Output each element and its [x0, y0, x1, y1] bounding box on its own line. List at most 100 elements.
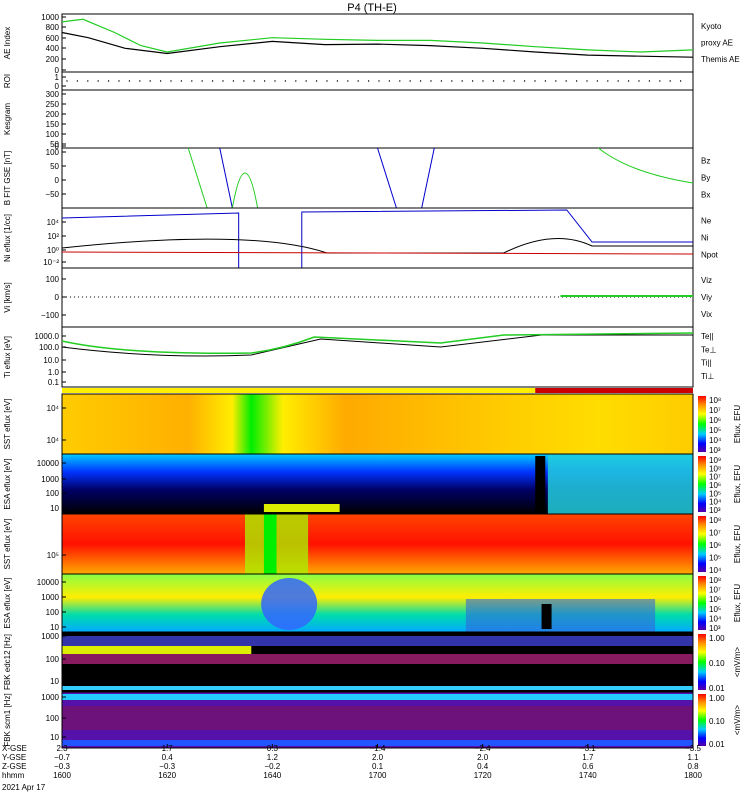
panel-frame [61, 71, 694, 91]
time-tick-label: 1600 [53, 771, 71, 780]
panel-frame [61, 13, 694, 73]
colorbar-tick: 10⁷ [709, 529, 721, 538]
ytick-label: 100 [46, 148, 60, 157]
legend-vi-0: Viz [701, 276, 712, 285]
roi-dot [263, 80, 266, 82]
roi-dot [66, 80, 68, 82]
fbk-e-band4 [62, 686, 693, 690]
roi-dot [679, 80, 682, 82]
legend-ti-2: Ti|| [701, 359, 712, 368]
panel-ylabel: SST eflux [eV] [3, 519, 12, 570]
ti-ti [61, 332, 694, 354]
date-label: 2021 Apr 17 [2, 783, 46, 792]
roi-dot [534, 80, 536, 82]
ytick-label: −100 [41, 311, 60, 320]
fbk-e-band1 [62, 636, 693, 646]
panel-ylabel: FBK scm1 [Hz] [3, 693, 12, 746]
roi-dot [336, 80, 339, 82]
colorbar-tick: 10⁸ [709, 516, 721, 525]
colorbar-tick: 10³ [709, 506, 721, 515]
panel-frame [61, 89, 694, 149]
ytick-label: 10⁴ [47, 404, 60, 413]
plot-title: P4 (TH-E) [347, 2, 397, 14]
colorbar-tick: 10⁶ [709, 541, 721, 550]
orbit-value: 0.1 [372, 762, 384, 771]
colorbar-tick: 1.00 [709, 634, 725, 643]
colorbar-tick: 10³ [709, 446, 721, 455]
colorbar [698, 396, 706, 452]
roi-dot [326, 80, 328, 82]
ytick-label: 100 [46, 655, 60, 664]
legend-ae-1: proxy AE [701, 38, 733, 47]
colorbar [698, 456, 706, 512]
roi-dot [378, 80, 380, 82]
time-tick-label: 1720 [474, 771, 492, 780]
orbit-value: −0.7 [54, 753, 70, 762]
roi-dot [128, 80, 131, 82]
sst-i-spectrogram [62, 514, 693, 574]
panel-fbk_e: FBK edc12 [Hz] 1000 100 10 1.00 0.10 0.01 <mV/m… [3, 631, 742, 693]
colorbar-tick: 10⁹ [709, 456, 721, 465]
ytick-label: 10² [47, 232, 59, 241]
roi-dot [523, 80, 526, 82]
bfit-trace-4 [377, 147, 435, 209]
roi-dot [471, 80, 474, 82]
orbit-value: 1.7 [162, 744, 174, 753]
ytick-label: 100 [46, 608, 60, 617]
panel-roi: ROI 10 [3, 71, 694, 91]
roi-dot [503, 80, 505, 82]
roi-dot [305, 80, 307, 82]
ytick-label: 10 [50, 623, 59, 632]
roi-dot [513, 80, 515, 82]
fbk-b-band3 [62, 740, 693, 746]
legend-ni-2: Npot [701, 251, 719, 260]
legend-ni-1: Ni [701, 234, 709, 243]
orbit-value: 0.3 [267, 744, 279, 753]
roi-dot [253, 80, 255, 82]
colorbar-tick: 1.00 [709, 694, 725, 703]
roi-dot [482, 80, 484, 82]
legend-ae-2: Themis AE [701, 55, 740, 64]
colorbar-tick: 10⁸ [709, 396, 721, 405]
time-tick-label: 1640 [263, 771, 281, 780]
panel-ni: Ni eflux [1/cc] 10⁴ 10² 10⁰ 10⁻² Ne Ni Npot [3, 207, 719, 269]
ytick-label: 200 [46, 55, 60, 64]
colorbar [698, 576, 706, 630]
bfit-trace-2 [219, 147, 233, 209]
ytick-label: 1 [55, 73, 60, 82]
panel-ylabel: ESA eflux [eV] [3, 458, 12, 509]
ytick-label: 50 [50, 140, 59, 149]
ytick-label: 1000 [41, 593, 59, 602]
roi-dot [638, 80, 640, 82]
fbk-e-band3 [62, 654, 693, 664]
esa-i-gap [541, 604, 552, 629]
orbit-value: 0.4 [162, 753, 174, 762]
ytick-label: 1000.0 [35, 332, 60, 341]
orbit-value: −1.4 [370, 744, 386, 753]
ytick-label: 1.0 [48, 368, 60, 377]
colorbar [698, 516, 706, 572]
fbk-e-band2 [62, 646, 252, 654]
panel-ylabel: ROI [3, 74, 12, 88]
ti-te [61, 334, 693, 357]
colorbar-label: <mV/m> [733, 647, 742, 678]
orbit-label-x: X-GSE [2, 744, 27, 753]
orbit-value: −3.1 [580, 744, 596, 753]
ytick-label: 0 [55, 176, 60, 185]
ytick-label: 0 [55, 66, 60, 75]
ni-npot [61, 209, 693, 269]
orbit-value: −2.4 [475, 744, 491, 753]
quality-bar-red [535, 388, 693, 393]
roi-dot [419, 80, 422, 82]
colorbar-tick: 10⁵ [709, 554, 721, 563]
sst-i-center [263, 514, 277, 574]
time-tick-label: 1620 [158, 771, 176, 780]
roi-dot [170, 80, 172, 82]
ytick-label: 1000 [41, 632, 59, 641]
roi-dot [107, 80, 110, 82]
orbit-value: 2.3 [56, 744, 68, 753]
panel-ylabel: Ni eflux [1/cc] [3, 214, 12, 262]
orbit-value: 0.4 [477, 762, 489, 771]
roi-dot [149, 80, 151, 82]
